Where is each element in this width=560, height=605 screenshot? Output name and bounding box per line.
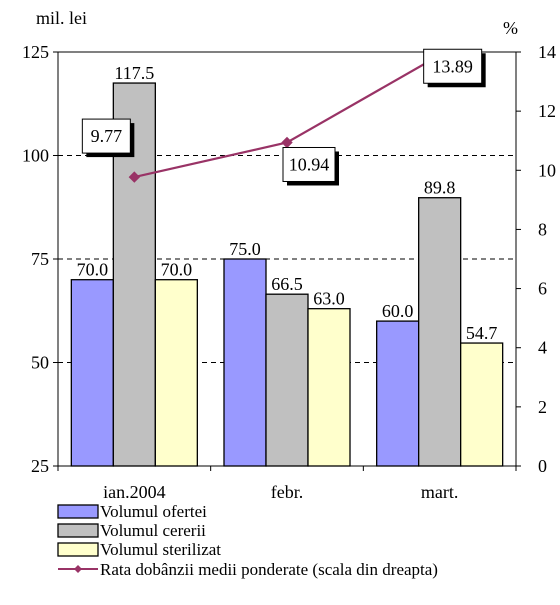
bar-value-label: 89.8 <box>424 178 456 198</box>
legend-swatch <box>57 504 99 519</box>
bar-value-label: 75.0 <box>229 239 261 259</box>
category-label: mart. <box>421 482 459 502</box>
right-axis-unit: % <box>503 18 518 38</box>
line-value-label: 10.94 <box>289 154 330 174</box>
line-label-box <box>423 48 483 84</box>
bars: 70.0 75.0 60.0 117.5 66.5 89.8 70.0 63.0 54.7 <box>70 63 504 467</box>
right-tick-label: 4 <box>538 338 547 358</box>
right-tick-label: 12 <box>538 101 556 121</box>
left-tick-label: 100 <box>22 146 49 166</box>
bar-value-label: 63.0 <box>313 289 345 309</box>
bar <box>265 293 309 467</box>
right-tick-label: 14 <box>538 42 556 62</box>
bar <box>376 320 420 467</box>
category-label: ian.2004 <box>103 482 166 502</box>
right-tick-label: 2 <box>538 397 547 417</box>
bar-value-label: 70.0 <box>161 260 193 280</box>
right-tick-label: 0 <box>538 456 547 476</box>
bar-value-label: 66.5 <box>271 274 303 294</box>
legend-entry-label: Volumul cererii <box>100 521 206 540</box>
line-marker <box>281 136 293 149</box>
bar-value-label: 60.0 <box>382 301 414 321</box>
right-tick-label: 10 <box>538 160 556 180</box>
left-tick-label: 75 <box>31 249 49 269</box>
legend-swatch <box>57 542 99 557</box>
line-marker <box>128 171 141 183</box>
legend-entry-label: Rata dobânzii medii ponderate (scala din… <box>100 560 438 579</box>
line-series: 9.77 10.94 13.89 <box>81 48 486 186</box>
legend-swatch <box>57 523 99 538</box>
left-axis-unit: mil. lei <box>36 8 87 28</box>
category-label: febr. <box>271 482 303 502</box>
line-value-label: 13.89 <box>432 56 473 76</box>
bar-value-label: 54.7 <box>466 323 498 343</box>
bar <box>223 258 267 467</box>
bar-value-label: 70.0 <box>77 260 109 280</box>
axes: 25 50 75 100 125 0 2 4 6 8 10 12 14 ian.2004 febr. mart… <box>22 42 556 502</box>
left-tick-label: 125 <box>22 42 49 62</box>
right-tick-label: 6 <box>538 279 547 299</box>
legend-line-marker <box>74 565 82 573</box>
left-tick-label: 50 <box>31 353 49 373</box>
bar <box>70 279 114 467</box>
line-label-box <box>282 146 336 182</box>
bar <box>460 342 504 467</box>
bar <box>154 279 198 467</box>
legend-entry-label: Volumul ofertei <box>100 502 207 521</box>
bar <box>307 308 351 467</box>
bar <box>418 197 462 467</box>
legend-entry-label: Volumul sterilizat <box>100 540 221 559</box>
line-label-box <box>81 118 131 154</box>
right-tick-label: 8 <box>538 219 547 239</box>
bar-value-label: 117.5 <box>114 63 154 83</box>
line-value-label: 9.77 <box>91 126 123 146</box>
left-tick-label: 25 <box>31 456 49 476</box>
